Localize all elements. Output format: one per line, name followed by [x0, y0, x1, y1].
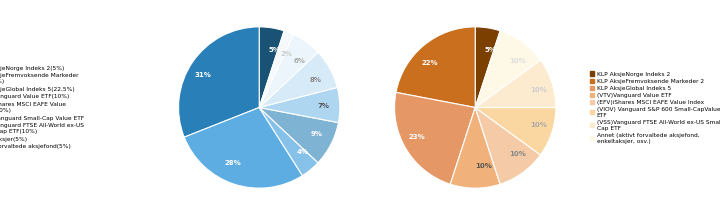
Text: 6%: 6% [293, 58, 305, 63]
Wedge shape [475, 108, 556, 155]
Text: 9%: 9% [311, 131, 323, 137]
Text: 10%: 10% [509, 152, 526, 157]
Text: 10%: 10% [531, 122, 547, 128]
Wedge shape [475, 27, 500, 108]
Text: 4%: 4% [296, 149, 308, 155]
Text: 10%: 10% [475, 163, 492, 169]
Legend: KLP AksjeNorge Indeks 2, KLP AksjeFremvoksende Markeder 2, KLP AksjeGlobal Indek: KLP AksjeNorge Indeks 2, KLP AksjeFremvo… [589, 71, 720, 144]
Text: 5%: 5% [485, 47, 496, 53]
Wedge shape [475, 60, 556, 108]
Text: 23%: 23% [408, 134, 426, 140]
Wedge shape [475, 31, 541, 108]
Wedge shape [259, 31, 294, 108]
Wedge shape [184, 108, 302, 188]
Text: 2%: 2% [281, 51, 292, 57]
Text: 7%: 7% [318, 103, 329, 109]
Text: 10%: 10% [531, 87, 547, 93]
Wedge shape [395, 92, 475, 184]
Wedge shape [259, 108, 338, 163]
Wedge shape [259, 52, 337, 108]
Text: 28%: 28% [225, 160, 241, 166]
Text: 10%: 10% [509, 58, 526, 63]
Wedge shape [475, 108, 541, 184]
Wedge shape [259, 108, 318, 176]
Wedge shape [450, 108, 500, 188]
Text: 5%: 5% [269, 47, 280, 53]
Text: 31%: 31% [194, 72, 211, 78]
Wedge shape [259, 88, 340, 123]
Wedge shape [259, 35, 318, 108]
Legend: KLP AksjeNorge Indeks 2(5%), KLP AksjeFremvoksende Markeder
2(22.5%), KLP AksjeG: KLP AksjeNorge Indeks 2(5%), KLP AksjeFr… [0, 65, 85, 150]
Text: 22%: 22% [422, 60, 438, 66]
Wedge shape [396, 27, 475, 108]
Wedge shape [259, 27, 284, 108]
Wedge shape [179, 27, 259, 137]
Text: 8%: 8% [310, 77, 322, 83]
